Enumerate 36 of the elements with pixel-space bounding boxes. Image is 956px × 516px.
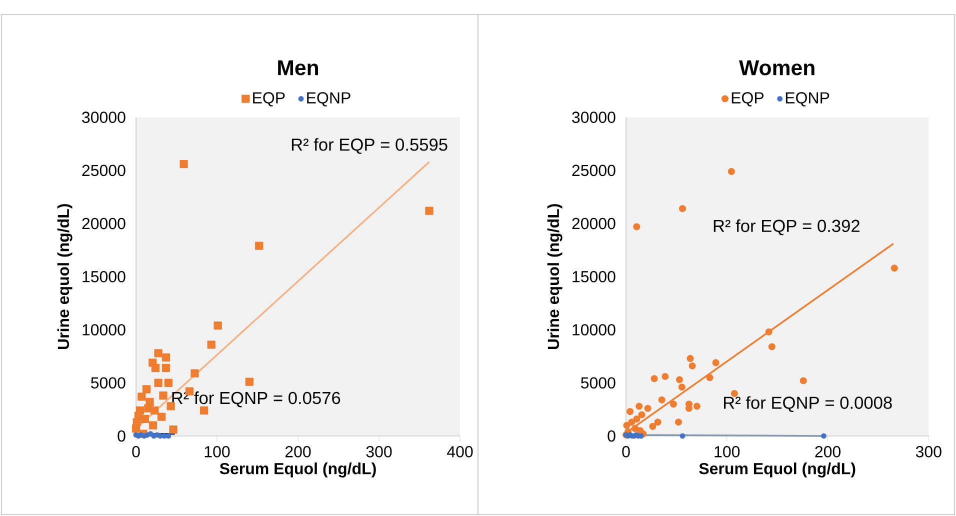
y-tick-label: 25000 xyxy=(82,164,126,176)
y-tick-label: 10000 xyxy=(572,324,616,336)
y-axis-title: Urine equol (ng/dL) xyxy=(547,204,562,350)
legend-label: EQP xyxy=(253,92,285,106)
y-tick-label: 30000 xyxy=(82,112,126,123)
y-axis-title: Urine equol (ng/dL) xyxy=(57,204,72,350)
x-axis-title: Serum Equol (ng/dL) xyxy=(220,462,376,478)
legend-label: EQP xyxy=(732,92,764,106)
x-tick-label: 200 xyxy=(815,446,841,458)
legend-label: EQNP xyxy=(786,92,830,106)
x-tick-label: 0 xyxy=(132,446,140,458)
y-tick-label: 30000 xyxy=(572,112,616,123)
chart-title: Women xyxy=(739,60,814,76)
legend-label: EQNP xyxy=(307,92,350,106)
y-tick-label: 0 xyxy=(608,430,616,442)
chart-title: Men xyxy=(278,60,318,76)
annotation: R² for EQP = 0.392 xyxy=(714,219,860,236)
y-tick-label: 5000 xyxy=(581,377,616,389)
y-tick-label: 25000 xyxy=(572,164,616,176)
x-tick-label: 300 xyxy=(366,446,392,458)
x-tick-label: 100 xyxy=(204,446,230,458)
annotation: R² for EQP = 0.5595 xyxy=(292,138,448,154)
y-tick-label: 0 xyxy=(118,430,126,442)
y-tick-label: 15000 xyxy=(572,270,616,282)
x-axis-title: Serum Equol (ng/dL) xyxy=(699,462,856,478)
annotation: R² for EQNP = 0.0008 xyxy=(724,396,892,412)
y-tick-label: 20000 xyxy=(572,218,616,230)
y-tick-label: 15000 xyxy=(82,270,126,282)
y-tick-label: 5000 xyxy=(91,377,126,389)
x-tick-label: 200 xyxy=(285,446,311,458)
y-tick-label: 20000 xyxy=(82,218,126,230)
x-tick-label: 300 xyxy=(916,446,942,458)
x-tick-label: 400 xyxy=(447,446,473,458)
x-tick-label: 100 xyxy=(714,446,740,458)
y-tick-label: 10000 xyxy=(82,324,126,336)
x-tick-label: 0 xyxy=(622,446,630,458)
